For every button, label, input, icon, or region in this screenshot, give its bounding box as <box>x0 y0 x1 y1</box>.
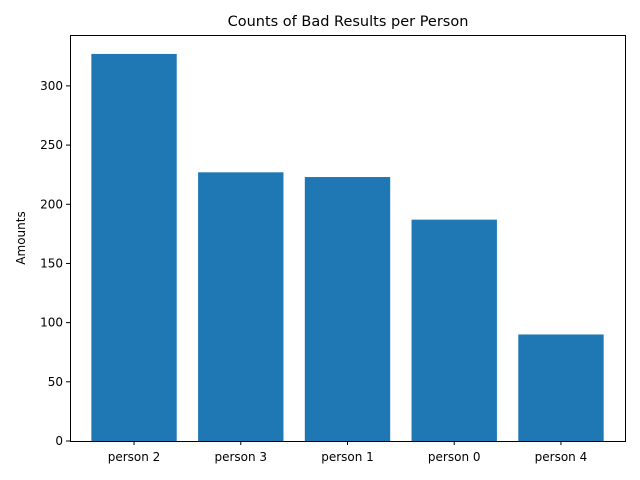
y-axis: 0 50 100 150 200 250 300 <box>40 79 70 448</box>
bar-person-0 <box>411 219 497 441</box>
y-tick-label: 50 <box>48 375 63 389</box>
y-tick-label: 200 <box>40 197 63 211</box>
y-tick-label: 150 <box>40 256 63 270</box>
bar-person-1 <box>304 177 391 442</box>
x-tick-label: person 4 <box>535 450 588 464</box>
y-tick-label: 250 <box>40 138 63 152</box>
bar-person-2 <box>91 53 177 441</box>
y-tick-label: 300 <box>40 79 63 93</box>
bar-person-4 <box>518 334 604 441</box>
x-tick-label: person 3 <box>214 450 267 464</box>
x-tick-label: person 1 <box>321 450 374 464</box>
x-tick-label: person 2 <box>108 450 161 464</box>
chart-title: Counts of Bad Results per Person <box>228 14 469 30</box>
bars-group <box>91 53 604 442</box>
y-tick-label: 100 <box>40 316 63 330</box>
plot-frame <box>70 35 626 442</box>
y-tick-label: 0 <box>55 434 63 448</box>
y-axis-label: Amounts <box>14 211 28 264</box>
x-tick-label: person 0 <box>428 450 481 464</box>
x-axis: person 2 person 3 person 1 person 0 person 4 <box>108 441 588 464</box>
bar-person-3 <box>198 172 284 441</box>
